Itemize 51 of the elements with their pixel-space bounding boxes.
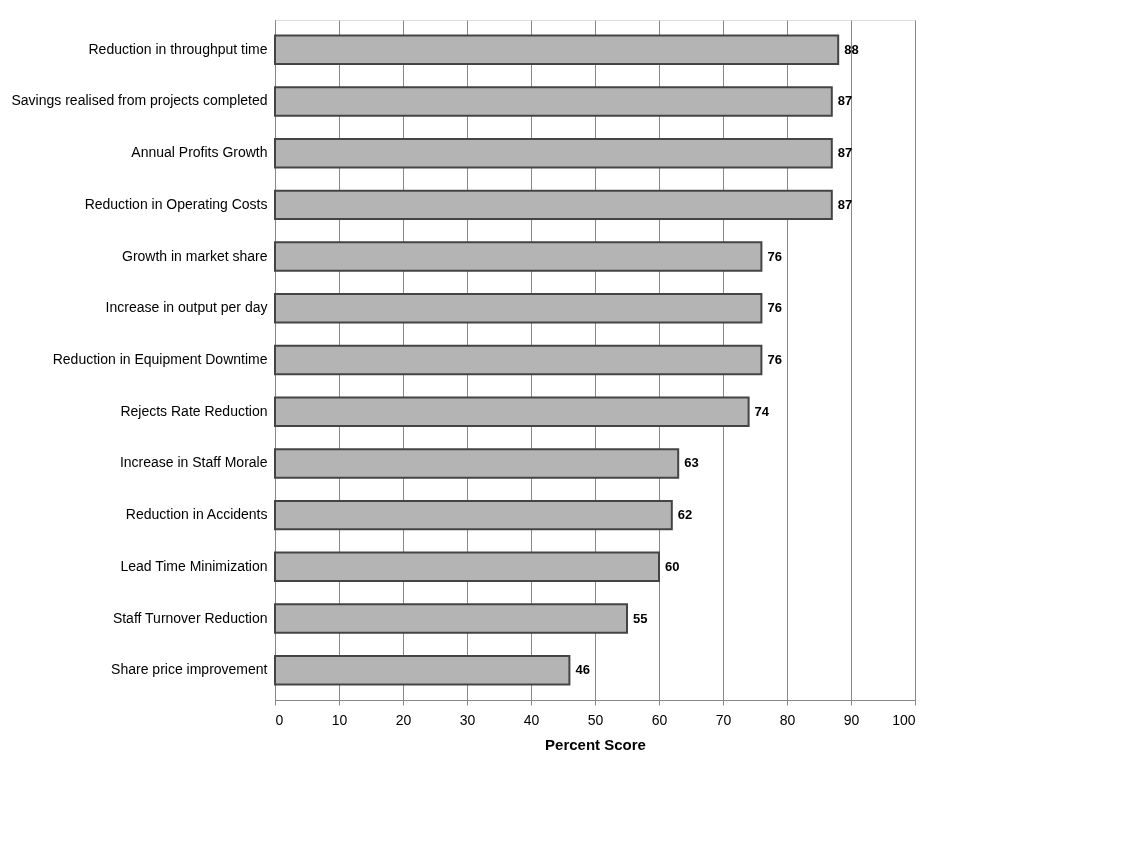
bar <box>274 34 840 65</box>
bar <box>274 499 673 531</box>
bar <box>274 344 763 376</box>
data-label: 87 <box>837 93 853 109</box>
x-tick-label: 100 <box>892 711 916 728</box>
x-tick-label: 60 <box>651 711 668 728</box>
y-tick-label: Reduction in Operating Costs <box>84 195 268 212</box>
bar <box>274 189 833 221</box>
x-tick-label: 0 <box>275 711 284 728</box>
y-tick-label: Reduction in throughput time <box>88 40 268 57</box>
y-tick-label: Increase in output per day <box>105 299 268 316</box>
x-tick-label: 10 <box>331 711 348 728</box>
bar <box>274 241 763 272</box>
x-tick-label: 50 <box>587 711 604 728</box>
data-label: 74 <box>754 403 770 419</box>
x-tick-label: 80 <box>779 711 796 728</box>
bar <box>274 86 833 117</box>
y-tick-label: Staff Turnover Reduction <box>112 609 268 626</box>
y-tick-label: Lead Time Minimization <box>120 557 268 574</box>
data-label: 63 <box>684 455 699 471</box>
bar <box>274 551 660 583</box>
data-label: 88 <box>844 41 859 57</box>
x-tick-label: 40 <box>523 711 540 728</box>
x-tick-label: 90 <box>843 711 860 728</box>
data-label: 55 <box>633 610 648 626</box>
y-tick-label: Reduction in Equipment Downtime <box>52 351 268 367</box>
y-tick-label: Annual Profits Growth <box>131 144 268 161</box>
y-tick-label: Growth in market share <box>122 247 268 264</box>
bar <box>274 396 750 427</box>
data-label: 76 <box>767 352 782 367</box>
y-tick-label: Savings realised from projects completed <box>11 92 268 109</box>
data-label: 76 <box>767 248 782 264</box>
data-label: 46 <box>575 662 590 678</box>
y-tick-label: Increase in Staff Morale <box>119 454 268 471</box>
bar <box>274 137 833 169</box>
data-label: 60 <box>665 558 680 574</box>
data-label: 87 <box>837 196 853 212</box>
data-label: 87 <box>837 145 853 161</box>
x-axis-title: Percent Score <box>545 735 646 753</box>
y-tick-label: Rejects Rate Reduction <box>120 402 268 419</box>
x-tick-label: 30 <box>459 711 476 728</box>
bar <box>274 448 680 479</box>
bar <box>274 655 571 686</box>
x-tick-label: 70 <box>715 711 732 728</box>
x-tick-label: 20 <box>395 711 412 728</box>
data-label: 76 <box>767 300 782 316</box>
bar <box>274 293 763 324</box>
y-tick-label: Reduction in Accidents <box>125 506 268 523</box>
bar <box>274 603 628 634</box>
y-tick-label: Share price improvement <box>111 661 268 678</box>
data-label: 62 <box>677 507 693 523</box>
